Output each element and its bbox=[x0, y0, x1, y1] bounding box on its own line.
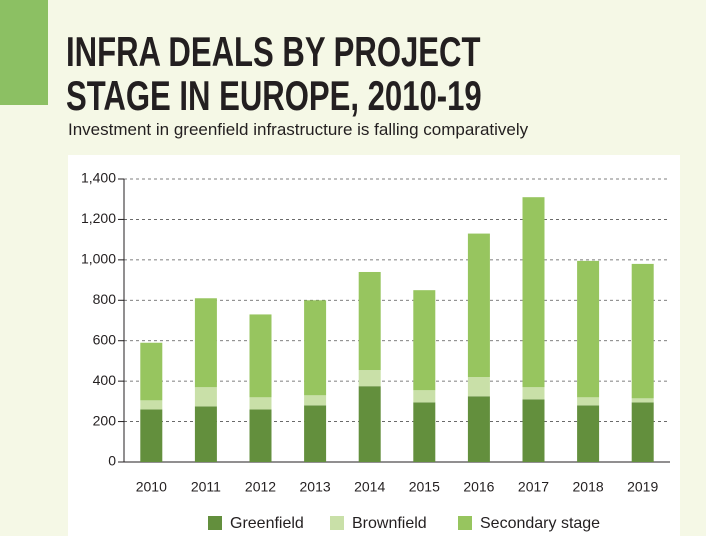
x-tick-label: 2010 bbox=[136, 479, 167, 495]
legend-swatch bbox=[330, 516, 344, 530]
bar-segment bbox=[358, 271, 381, 371]
x-tick-label: 2019 bbox=[627, 479, 658, 495]
bar-segment bbox=[304, 405, 327, 462]
bar-segment bbox=[194, 298, 217, 388]
bar-segment bbox=[358, 370, 381, 387]
bar-segment bbox=[304, 300, 327, 396]
bar-segment bbox=[522, 387, 545, 400]
bar-segment bbox=[140, 400, 163, 410]
bar-segment bbox=[358, 386, 381, 462]
accent-block bbox=[0, 0, 48, 105]
y-tick-label: 200 bbox=[93, 412, 117, 428]
bar-segment bbox=[413, 290, 436, 391]
legend-swatch bbox=[458, 516, 472, 530]
x-tick-label: 2016 bbox=[463, 479, 494, 495]
legend-label: Secondary stage bbox=[480, 515, 600, 532]
bar-segment bbox=[249, 409, 272, 462]
y-tick-label: 1,200 bbox=[81, 210, 116, 226]
bar-segment bbox=[522, 197, 545, 388]
bar-segment bbox=[631, 402, 654, 462]
chart-subtitle: Investment in greenfield infrastructure … bbox=[68, 120, 529, 139]
bar-segment bbox=[577, 260, 600, 398]
x-tick-label: 2017 bbox=[518, 479, 549, 495]
chart-title: INFRA DEALS BY PROJECT STAGE IN EUROPE, … bbox=[66, 28, 482, 119]
bar-segment bbox=[577, 397, 600, 406]
legend-label: Greenfield bbox=[230, 515, 304, 532]
bar-segment bbox=[577, 405, 600, 462]
bar-segment bbox=[194, 406, 217, 462]
x-tick-label: 2011 bbox=[191, 479, 221, 495]
bar-segment bbox=[413, 402, 436, 462]
y-tick-label: 600 bbox=[93, 331, 117, 347]
y-tick-label: 400 bbox=[93, 372, 117, 388]
bar-segment bbox=[631, 263, 654, 399]
y-tick-label: 800 bbox=[93, 291, 117, 307]
legend-label: Brownfield bbox=[352, 515, 427, 532]
legend-swatch bbox=[208, 516, 222, 530]
bar-segment bbox=[467, 377, 490, 397]
y-tick-label: 1,400 bbox=[81, 170, 116, 186]
bar-segment bbox=[631, 398, 654, 403]
x-tick-label: 2015 bbox=[409, 479, 440, 495]
bar-segment bbox=[249, 397, 272, 410]
bar-segment bbox=[304, 395, 327, 406]
bar-segment bbox=[249, 314, 272, 398]
bar-segment bbox=[522, 399, 545, 462]
bar-segment bbox=[140, 342, 163, 401]
x-tick-label: 2014 bbox=[354, 479, 385, 495]
y-tick-label: 1,000 bbox=[81, 251, 116, 267]
y-tick-label: 0 bbox=[108, 453, 116, 469]
bar-segment bbox=[467, 396, 490, 462]
x-tick-label: 2018 bbox=[573, 479, 604, 495]
bar-segment bbox=[140, 409, 163, 462]
bar-segment bbox=[413, 390, 436, 403]
x-tick-label: 2012 bbox=[245, 479, 276, 495]
x-tick-label: 2013 bbox=[300, 479, 331, 495]
bar-segment bbox=[194, 387, 217, 407]
bar-segment bbox=[467, 233, 490, 378]
